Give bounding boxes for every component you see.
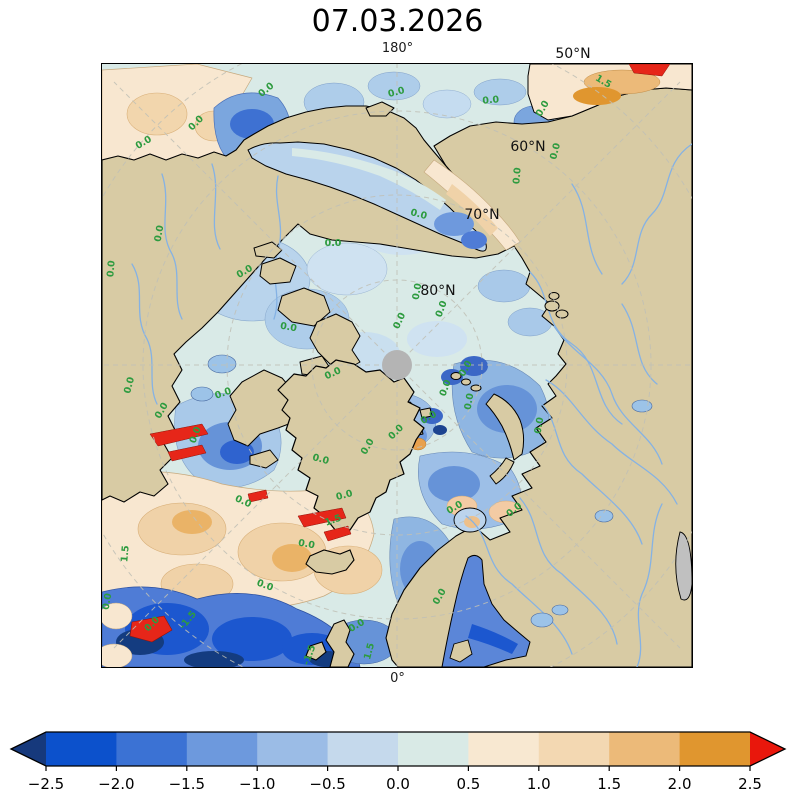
novaya-zemlya (485, 393, 525, 461)
lat-label-50n: 50°N (555, 46, 591, 63)
lon-label-0: 0° (390, 671, 405, 686)
contour-label: 1.5 (362, 642, 377, 661)
iceland (305, 549, 355, 575)
colorbar-tick-label: −1.5 (169, 775, 205, 793)
colorbar-segment (398, 732, 469, 766)
contour-label: 1.5 (119, 545, 131, 563)
colorbar-tick-label: 0.5 (456, 775, 480, 793)
colorbar-under-arrow (11, 732, 46, 766)
contour-label: 0.0 (463, 392, 477, 411)
gray-lake (675, 531, 692, 601)
contour-label: 0.0 (311, 452, 330, 467)
colorbar-tick-label: 2.5 (738, 775, 762, 793)
banks-island (259, 257, 297, 285)
contour-label: 0.0 (387, 85, 406, 100)
graticule (102, 64, 692, 667)
victoria-island (277, 287, 331, 327)
pole-disc (382, 350, 412, 380)
colorbar-segment (679, 732, 751, 766)
colorbar-tick-label: −2.5 (28, 775, 64, 793)
contour-label: 0.0 (533, 416, 547, 435)
colorbar-segment (538, 732, 610, 766)
page-title: 07.03.2026 (311, 4, 484, 39)
contour-label: 0.0 (411, 282, 425, 301)
contour-label: 1.5 (323, 513, 343, 529)
colorbar-segment (327, 732, 399, 766)
contour-label: 0.0 (511, 167, 523, 185)
okhotsk-corner (527, 64, 692, 121)
contour-label: 0.0 (548, 141, 563, 160)
lakes (190, 354, 692, 628)
colorbar-segment (468, 732, 540, 766)
baltic-sea (441, 554, 531, 667)
lat-label-60n: 60°N (510, 139, 546, 156)
colorbar-segment (46, 732, 117, 766)
colorbar-tick-label: −0.5 (309, 775, 345, 793)
contour-label: 0.0 (153, 224, 167, 243)
map-plot: 0.0 0.0 0.0 0.0 0.0 0.0 1.5 0.0 0.0 0.0 0.0 0.0 0.0 0… (101, 63, 693, 668)
lon-label-180: 180° (381, 41, 414, 56)
contour-label: 0.0 (122, 375, 137, 394)
contour-label: 0.0 (325, 238, 342, 249)
lat-label-80n: 80°N (420, 283, 456, 300)
colorbar-tick-label: 1.5 (597, 775, 621, 793)
colorbar-over-arrow (750, 732, 785, 766)
colorbar-segment (609, 732, 681, 766)
contour-label: 0.0 (409, 207, 428, 222)
colorbar: −2.5 −2.0 −1.5 −1.0 −0.5 0.0 0.5 1.0 1.5 2.0 2.5 (9, 731, 787, 793)
bering-channel (247, 141, 487, 252)
ess-warm-core (446, 184, 498, 236)
lat-label-70n: 70°N (464, 207, 500, 224)
colorbar-tick-label: −2.0 (98, 775, 134, 793)
warm-red-patch-atlantic (129, 615, 173, 643)
colorbar-tick-label: −1.0 (239, 775, 275, 793)
colorbar-tick-label: 0.0 (386, 775, 410, 793)
british-isles (305, 619, 355, 667)
colorbar-segment (186, 732, 258, 766)
contour-label: 0.0 (335, 488, 354, 503)
colorbar-tick-label: 1.0 (527, 775, 551, 793)
colorbar-segment (116, 732, 188, 766)
colorbar-segment (257, 732, 329, 766)
franz-josef-land (450, 372, 462, 380)
contour-label: 0.0 (279, 321, 298, 335)
contour-label: 0.0 (102, 592, 114, 611)
colorbar-tick-label: 2.0 (668, 775, 692, 793)
contour-label: 0.0 (482, 94, 500, 106)
contour-label: 0.0 (297, 538, 316, 552)
map-canvas: 0.0 0.0 0.0 0.0 0.0 0.0 1.5 0.0 0.0 0.0 0.0 0.0 0.0 0… (102, 64, 692, 667)
severnaya-zemlya (544, 300, 560, 312)
warm-red-patch-okhotsk (628, 64, 671, 77)
rivers (131, 143, 692, 667)
contour-label: 0.0 (105, 260, 117, 278)
